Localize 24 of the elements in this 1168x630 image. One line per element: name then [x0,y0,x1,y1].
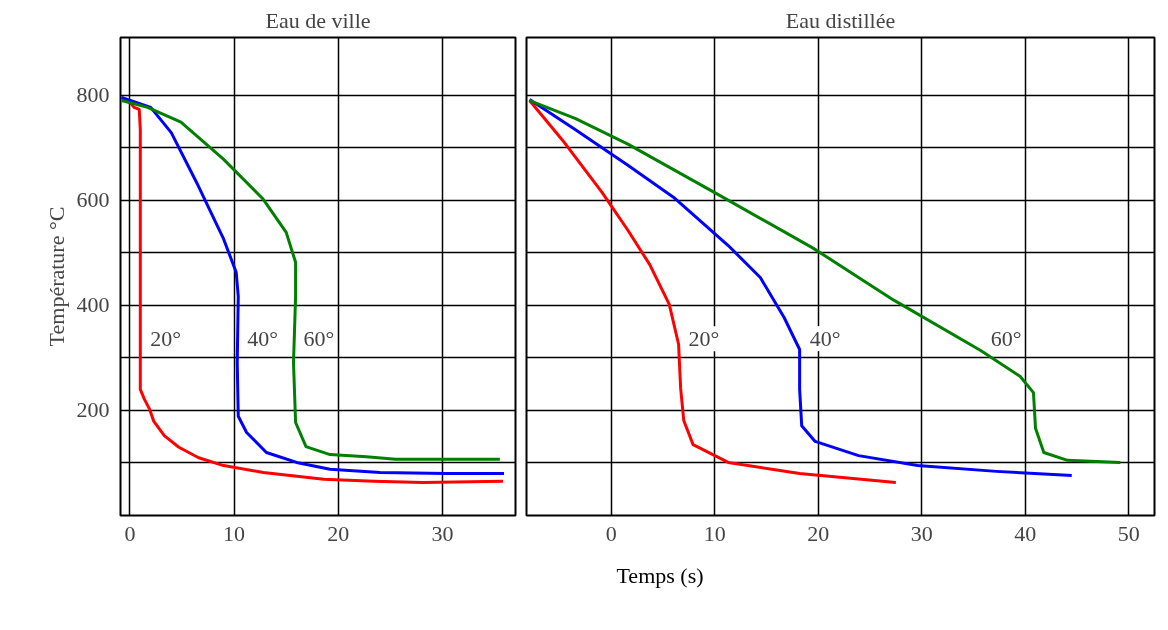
y-tick-label: 400 [76,292,110,318]
x-tick-label: 20 [807,520,830,546]
x-axis-title: Temps (s) [616,562,704,590]
chart-title: Eau de ville [265,7,371,33]
y-tick-label: 600 [76,187,110,213]
x-tick-label: 0 [605,520,617,546]
series-label: 20° [150,326,182,352]
series-label: 40° [247,326,279,352]
series-label: 20° [688,326,720,352]
x-tick-label: 40 [1014,520,1037,546]
y-tick-label: 800 [76,82,110,108]
series-label: 60° [303,326,335,352]
x-tick-label: 30 [910,520,933,546]
x-tick-label: 0 [124,520,136,546]
series-label: 60° [990,326,1022,352]
x-tick-label: 50 [1117,520,1140,546]
x-tick-label: 20 [327,520,350,546]
series-label: 40° [809,326,841,352]
y-axis-title: Température °C [43,206,69,347]
x-tick-label: 30 [431,520,454,546]
chart-title: Eau distillée [785,7,896,33]
x-tick-label: 10 [703,520,726,546]
x-tick-label: 10 [223,520,246,546]
y-tick-label: 200 [76,397,110,423]
